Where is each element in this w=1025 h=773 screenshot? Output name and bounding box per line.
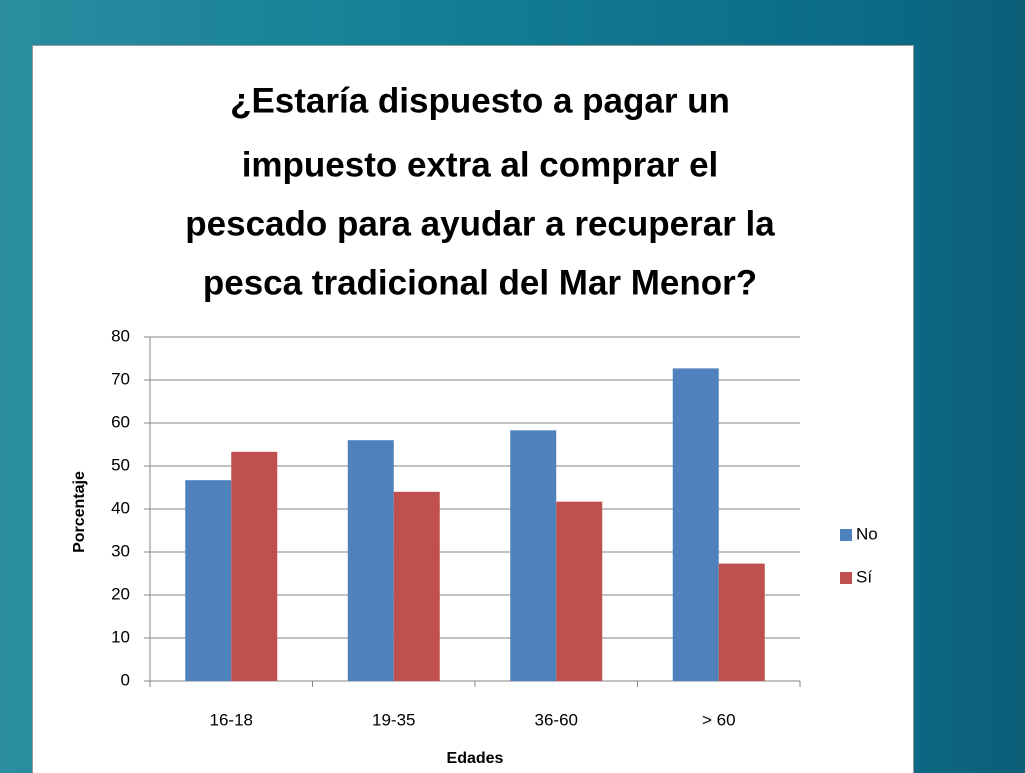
bar [672, 368, 719, 681]
bar [231, 451, 278, 681]
chart-panel [32, 45, 914, 773]
y-tick-label: 80 [111, 326, 130, 345]
bar [718, 563, 765, 681]
bar [556, 501, 603, 681]
chart-title: ¿Estaría dispuesto a pagar un [230, 81, 730, 120]
y-tick-label: 40 [111, 498, 130, 517]
y-tick-label: 20 [111, 584, 130, 603]
legend-label: Sí [856, 567, 872, 586]
y-tick-label: 30 [111, 541, 130, 560]
x-tick-label: > 60 [702, 710, 736, 729]
y-tick-label: 50 [111, 455, 130, 474]
chart-title: pescado para ayudar a recuperar la [185, 204, 775, 243]
y-tick-label: 0 [121, 670, 130, 689]
y-tick-label: 10 [111, 627, 130, 646]
legend-swatch [840, 529, 852, 541]
x-tick-label: 16-18 [210, 710, 253, 729]
x-tick-label: 19-35 [372, 710, 415, 729]
bar [185, 480, 232, 681]
bar [393, 491, 440, 681]
x-tick-label: 36-60 [535, 710, 578, 729]
chart-title: pesca tradicional del Mar Menor? [203, 263, 757, 302]
bar [347, 440, 394, 681]
y-tick-label: 60 [111, 412, 130, 431]
y-tick-label: 70 [111, 369, 130, 388]
chart-title: impuesto extra al comprar el [242, 145, 719, 184]
bar [510, 430, 557, 681]
y-axis-title: Porcentaje [71, 471, 88, 553]
legend-label: No [856, 524, 878, 543]
legend-swatch [840, 572, 852, 584]
x-axis-title: Edades [447, 750, 504, 767]
